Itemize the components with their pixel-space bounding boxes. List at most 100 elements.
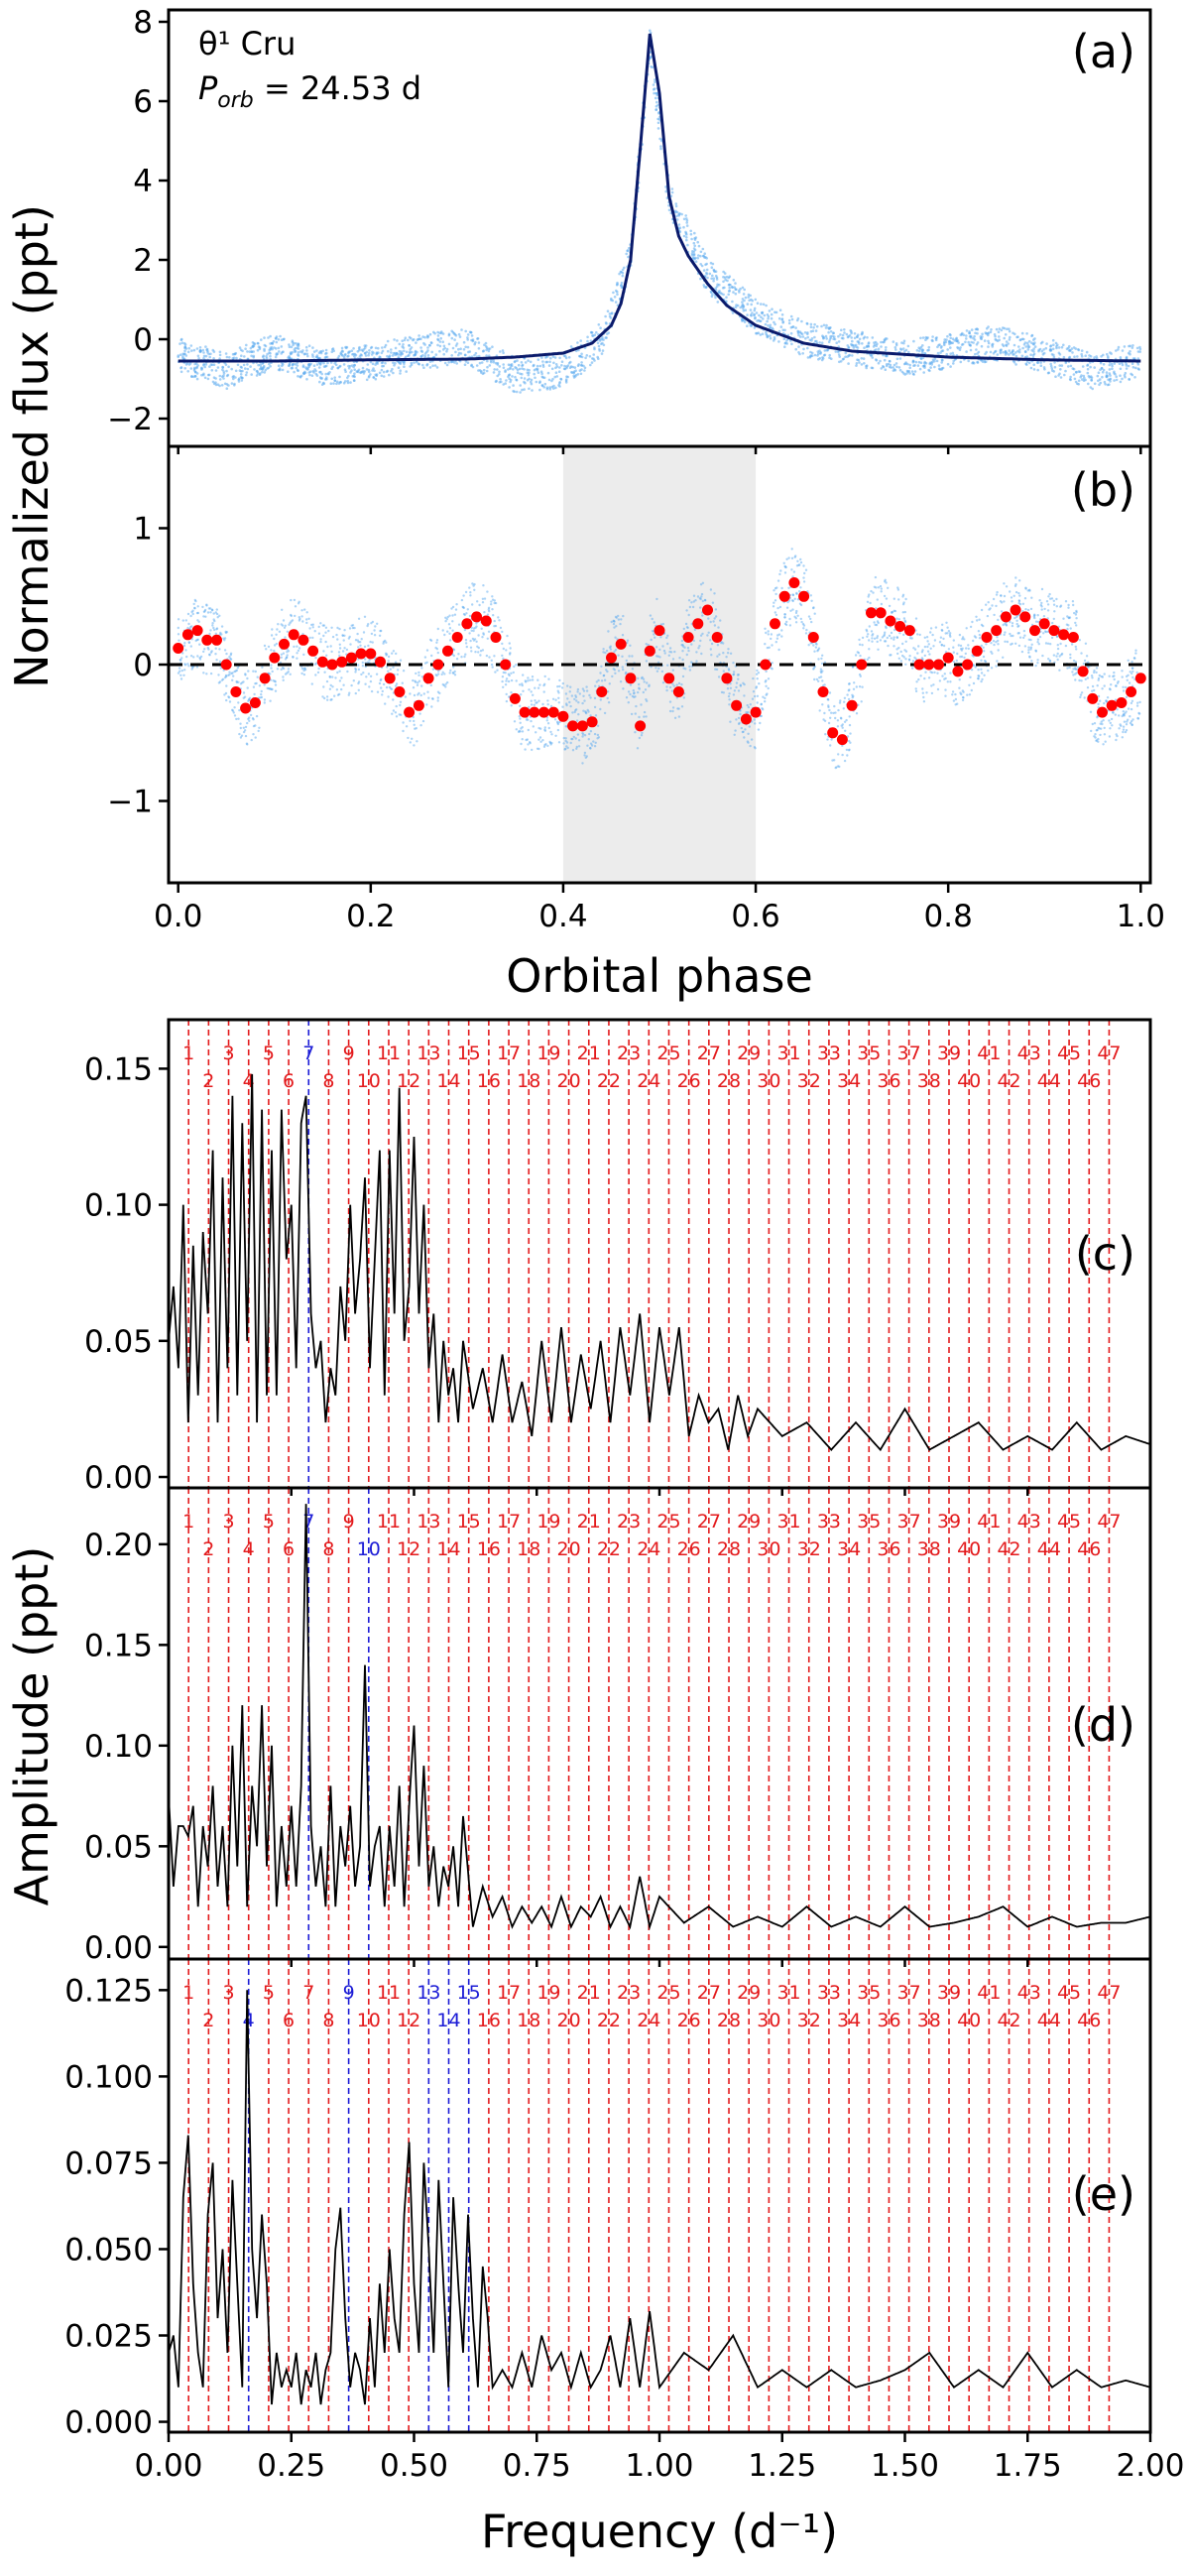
data-point bbox=[658, 656, 661, 659]
data-point bbox=[547, 364, 551, 367]
data-point bbox=[466, 338, 470, 341]
data-point bbox=[1080, 679, 1083, 682]
data-point bbox=[284, 673, 288, 675]
data-point bbox=[853, 336, 857, 340]
data-point bbox=[661, 645, 664, 648]
data-point bbox=[841, 333, 845, 337]
data-point bbox=[983, 650, 986, 653]
data-point bbox=[1093, 669, 1096, 673]
data-point bbox=[959, 655, 962, 659]
data-point bbox=[1053, 661, 1056, 664]
data-point bbox=[654, 636, 656, 639]
data-point bbox=[890, 631, 893, 635]
data-point bbox=[344, 370, 347, 374]
data-point bbox=[1009, 335, 1012, 339]
data-point bbox=[257, 363, 260, 367]
data-point bbox=[654, 96, 657, 100]
data-point bbox=[798, 602, 802, 605]
data-point bbox=[388, 373, 391, 377]
data-point bbox=[781, 320, 785, 323]
data-point bbox=[1012, 343, 1016, 347]
data-point bbox=[1091, 684, 1095, 688]
data-point bbox=[625, 659, 628, 663]
data-point bbox=[850, 330, 853, 333]
data-point bbox=[645, 715, 648, 718]
data-point bbox=[490, 600, 493, 603]
data-point bbox=[787, 556, 790, 559]
data-point bbox=[712, 279, 715, 283]
data-point bbox=[633, 691, 636, 694]
data-point bbox=[614, 636, 617, 639]
data-point bbox=[626, 641, 629, 645]
data-point bbox=[1108, 735, 1112, 738]
data-point bbox=[687, 613, 690, 617]
data-point bbox=[1103, 380, 1107, 384]
data-point bbox=[1103, 684, 1106, 687]
data-point bbox=[760, 315, 763, 319]
data-point bbox=[950, 341, 953, 345]
data-point bbox=[752, 690, 756, 693]
data-point bbox=[774, 592, 777, 596]
data-point bbox=[1130, 672, 1133, 675]
data-point bbox=[203, 365, 206, 369]
data-point bbox=[858, 638, 861, 642]
data-point bbox=[1053, 361, 1056, 364]
data-point bbox=[250, 738, 253, 742]
data-point bbox=[1081, 365, 1085, 368]
data-point bbox=[761, 332, 765, 336]
data-point bbox=[1040, 605, 1043, 608]
data-point bbox=[897, 618, 900, 621]
data-point bbox=[398, 342, 402, 346]
data-point bbox=[481, 601, 485, 604]
data-point bbox=[463, 655, 466, 659]
data-point bbox=[1012, 634, 1014, 638]
data-point bbox=[804, 632, 808, 635]
data-point bbox=[264, 368, 268, 372]
data-point bbox=[425, 703, 428, 706]
data-point bbox=[776, 606, 779, 610]
data-point bbox=[1010, 634, 1012, 638]
data-point bbox=[565, 375, 568, 379]
data-point bbox=[311, 626, 314, 629]
data-point bbox=[1023, 634, 1026, 637]
data-point bbox=[564, 737, 567, 740]
data-point bbox=[1106, 696, 1110, 699]
data-point bbox=[892, 597, 895, 600]
data-point bbox=[621, 655, 624, 658]
data-point bbox=[407, 736, 410, 740]
data-point bbox=[723, 272, 727, 275]
data-point bbox=[856, 346, 860, 349]
data-point bbox=[637, 676, 640, 680]
data-point bbox=[254, 670, 257, 674]
data-point bbox=[275, 633, 278, 636]
data-point bbox=[696, 240, 699, 244]
data-point bbox=[530, 699, 533, 702]
data-point bbox=[438, 340, 442, 343]
data-point bbox=[726, 687, 730, 690]
data-point bbox=[1079, 695, 1082, 699]
data-point bbox=[681, 675, 685, 678]
data-point bbox=[414, 352, 417, 356]
data-point bbox=[656, 127, 660, 130]
data-point bbox=[387, 660, 390, 663]
data-point bbox=[1067, 606, 1070, 609]
data-point bbox=[774, 599, 777, 602]
data-point bbox=[1004, 631, 1007, 634]
data-point bbox=[523, 380, 526, 384]
data-point bbox=[1029, 366, 1033, 370]
data-point bbox=[668, 709, 672, 713]
data-point bbox=[947, 648, 951, 651]
data-point bbox=[685, 221, 688, 224]
data-point bbox=[1129, 352, 1131, 356]
data-point bbox=[569, 345, 573, 348]
data-point bbox=[223, 693, 226, 696]
data-point bbox=[760, 303, 763, 306]
data-point bbox=[430, 654, 433, 658]
data-point bbox=[189, 367, 193, 370]
data-point bbox=[799, 586, 802, 589]
data-point bbox=[732, 693, 736, 696]
data-point bbox=[619, 622, 622, 626]
data-point bbox=[455, 658, 459, 661]
data-point bbox=[913, 370, 917, 373]
data-point bbox=[534, 376, 536, 380]
